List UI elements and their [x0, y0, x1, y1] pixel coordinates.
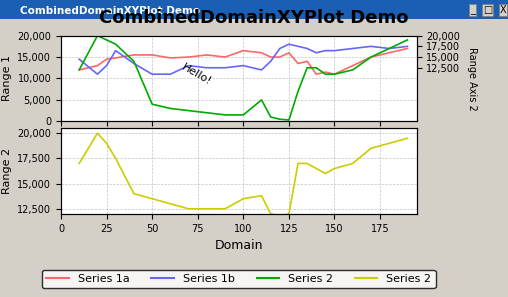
Text: CombinedDomainXYPlot Demo: CombinedDomainXYPlot Demo — [99, 9, 409, 27]
Y-axis label: Range Axis 2: Range Axis 2 — [467, 47, 477, 110]
Text: _: _ — [470, 5, 475, 15]
Text: Hello!: Hello! — [179, 62, 213, 87]
Y-axis label: Range 1: Range 1 — [2, 56, 12, 102]
Legend: Series 1a, Series 1b, Series 2, Series 2: Series 1a, Series 1b, Series 2, Series 2 — [42, 270, 435, 288]
X-axis label: Domain: Domain — [214, 239, 263, 252]
Text: □: □ — [483, 5, 492, 15]
Y-axis label: Range 2: Range 2 — [2, 148, 12, 194]
Text: CombinedDomainXYPlot Demo: CombinedDomainXYPlot Demo — [20, 6, 201, 16]
Text: X: X — [499, 5, 506, 15]
